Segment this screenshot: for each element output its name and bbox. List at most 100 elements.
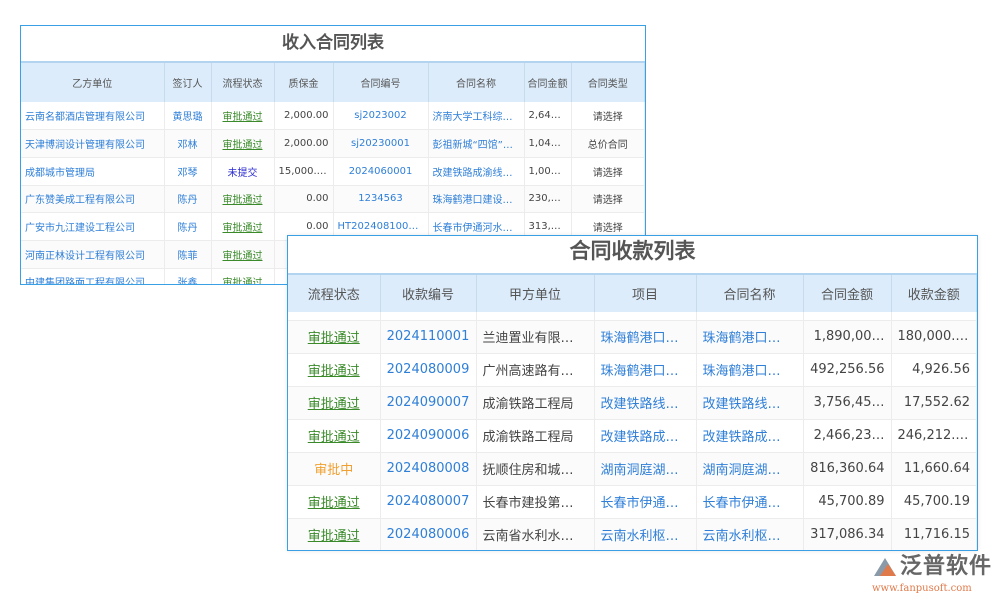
table-cell: 抚顺住房和城… bbox=[476, 452, 595, 486]
column-header[interactable]: 甲方单位 bbox=[476, 273, 595, 312]
cell-link[interactable]: 2024080006 bbox=[380, 518, 477, 550]
cell-link[interactable]: 2024090006 bbox=[380, 419, 477, 453]
cell-link[interactable]: 广东赞美成工程有限公司 bbox=[21, 185, 165, 214]
column-header[interactable]: 合同编号 bbox=[333, 61, 429, 102]
column-header[interactable]: 签订人 bbox=[164, 61, 212, 102]
cell-link[interactable]: 2024090007 bbox=[380, 386, 477, 420]
cell-link[interactable]: 2024080008 bbox=[380, 452, 477, 486]
column-header[interactable]: 项目 bbox=[594, 273, 697, 312]
cell-link[interactable]: 改建铁路成… bbox=[594, 419, 697, 453]
column-header[interactable]: 流程状态 bbox=[288, 273, 381, 312]
table-row[interactable]: 审批通过 2024110001 兰迪置业有限… 珠海鹤港口… 珠海鹤港口… 1,890,0… bbox=[288, 320, 977, 354]
table-cell: 成渝铁路工程局 bbox=[476, 386, 595, 420]
cell-link[interactable]: 广安市九江建设工程公司 bbox=[21, 212, 165, 241]
cell-link[interactable]: 改建铁路线… bbox=[696, 386, 804, 420]
table-cell: 审批通过 bbox=[211, 212, 275, 241]
cell-link[interactable]: 中建集团路面工程有限公司 bbox=[21, 268, 165, 284]
column-header[interactable]: 合同名称 bbox=[696, 273, 804, 312]
cell-link[interactable]: 长春市伊通… bbox=[594, 485, 697, 519]
table-cell: 2,000.00 bbox=[274, 129, 334, 158]
table-row[interactable]: 审批通过 2024090007 成渝铁路工程局 改建铁路线… 改建铁路线… 3,756,4… bbox=[288, 386, 977, 420]
cell-link[interactable]: 珠海鹤港口… bbox=[594, 353, 697, 387]
cell-link[interactable]: 2024110001 bbox=[380, 320, 477, 354]
table-cell: 成渝铁路工程局 bbox=[476, 419, 595, 453]
cell-link[interactable]: 改建铁路成… bbox=[696, 419, 804, 453]
logo-icon bbox=[874, 558, 896, 576]
table-cell: 长春市建投第… bbox=[476, 485, 595, 519]
table-cell: 请选择 bbox=[571, 185, 645, 214]
table-cell: 云南省水利水… bbox=[476, 518, 595, 550]
column-header[interactable]: 合同类型 bbox=[571, 61, 645, 102]
cell-link[interactable]: sj2023002 bbox=[333, 102, 429, 131]
cell-link[interactable]: 天津博润设计管理有限公司 bbox=[21, 129, 165, 158]
column-header[interactable]: 质保金 bbox=[274, 61, 334, 102]
column-header[interactable]: 收款编号 bbox=[380, 273, 477, 312]
table-row[interactable]: 审批通过 2024080007 长春市建投第… 长春市伊通… 长春市伊通… 45,700.… bbox=[288, 485, 977, 519]
table-cell: 180,000.00 bbox=[891, 320, 977, 354]
cell-link[interactable]: 珠海鹤港口… bbox=[696, 320, 804, 354]
table-cell: 审批通过 bbox=[211, 129, 275, 158]
cell-link[interactable]: 珠海鹤港口建设… bbox=[428, 185, 525, 214]
cell-link[interactable]: 彭祖新城“四馆”… bbox=[428, 129, 525, 158]
column-header[interactable]: 流程状态 bbox=[211, 61, 275, 102]
cell-link[interactable]: 改建铁路线… bbox=[594, 386, 697, 420]
table-row[interactable]: 云南名都酒店管理有限公司 黄思璐 审批通过 2,000.00 sj2023002 济南大学… bbox=[21, 102, 645, 131]
table-cell: 15,000.00 bbox=[274, 157, 334, 186]
table-row[interactable]: 审批通过 2024080006 云南省水利水… 云南水利枢… 云南水利枢… 317,086… bbox=[288, 518, 977, 550]
column-header[interactable]: 乙方单位 bbox=[21, 61, 165, 102]
table-row[interactable]: 审批通过 2024090006 成渝铁路工程局 改建铁路成… 改建铁路成… 2,466,2… bbox=[288, 419, 977, 453]
table-cell: 816,360.64 bbox=[803, 452, 892, 486]
table-cell: 审批通过 bbox=[211, 102, 275, 131]
table-cell: 1,00… bbox=[524, 157, 572, 186]
cell-link[interactable]: 陈丹 bbox=[164, 185, 212, 214]
cell-link[interactable]: 云南名都酒店管理有限公司 bbox=[21, 102, 165, 131]
cell-link[interactable]: 湖南洞庭湖… bbox=[594, 452, 697, 486]
cell-link[interactable]: 云南水利枢… bbox=[594, 518, 697, 550]
cell-link[interactable]: 云南水利枢… bbox=[696, 518, 804, 550]
cell-link[interactable]: 邓林 bbox=[164, 129, 212, 158]
cell-link[interactable]: 1234563 bbox=[333, 185, 429, 214]
table-cell: 审批通过 bbox=[288, 353, 381, 387]
table-row[interactable]: 天津博润设计管理有限公司 邓林 审批通过 2,000.00 sj20230001 彭祖新城… bbox=[21, 129, 645, 158]
cell-link[interactable]: 成都城市管理局 bbox=[21, 157, 165, 186]
cell-link[interactable]: 黄思璐 bbox=[164, 102, 212, 131]
table-row[interactable]: 广东赞美成工程有限公司 陈丹 审批通过 0.00 1234563 珠海鹤港口建设… 230,… bbox=[21, 185, 645, 214]
table-cell: 317,086.34 bbox=[803, 518, 892, 550]
table-cell: 492,256.56 bbox=[803, 353, 892, 387]
cell-link[interactable]: 湖南洞庭湖… bbox=[696, 452, 804, 486]
table-cell: 审批通过 bbox=[211, 185, 275, 214]
cell-link[interactable]: 陈丹 bbox=[164, 212, 212, 241]
table-row[interactable]: 审批中 2024080008 抚顺住房和城… 湖南洞庭湖… 湖南洞庭湖… 816,360.… bbox=[288, 452, 977, 486]
table-cell: 未提交 bbox=[211, 157, 275, 186]
table-cell: 审批通过 bbox=[211, 240, 275, 269]
table-cell: 审批中 bbox=[288, 452, 381, 486]
table-row[interactable]: 广安市九江建设工程公司 陈丹 审批通过 0.00 HT2024081000… 长春市伊通河… bbox=[21, 212, 645, 241]
column-header[interactable]: 合同金额 bbox=[803, 273, 892, 312]
table-cell: 45,700.19 bbox=[891, 485, 977, 519]
cell-link[interactable]: 张鑫 bbox=[164, 268, 212, 284]
cell-link[interactable]: 陈菲 bbox=[164, 240, 212, 269]
column-header[interactable]: 合同金额 bbox=[524, 61, 572, 102]
cell-link[interactable]: 2024060001 bbox=[333, 157, 429, 186]
table-row[interactable]: 审批通过 2024080009 广州高速路有… 珠海鹤港口… 珠海鹤港口… 492,256… bbox=[288, 353, 977, 387]
cell-link[interactable]: 2024080009 bbox=[380, 353, 477, 387]
cell-link[interactable]: 河南正林设计工程有限公司 bbox=[21, 240, 165, 269]
table-cell: 11,660.64 bbox=[891, 452, 977, 486]
blank-row bbox=[288, 312, 977, 321]
table-cell: 246,212.00 bbox=[891, 419, 977, 453]
cell-link[interactable]: 邓琴 bbox=[164, 157, 212, 186]
column-header[interactable]: 合同名称 bbox=[428, 61, 525, 102]
cell-link[interactable]: 珠海鹤港口… bbox=[594, 320, 697, 354]
table-cell: 审批通过 bbox=[288, 320, 381, 354]
table-cell: 45,700.89 bbox=[803, 485, 892, 519]
table-row[interactable]: 成都城市管理局 邓琴 未提交 15,000.00 2024060001 改建铁路成渝线… 1… bbox=[21, 157, 645, 186]
table-cell: 总价合同 bbox=[571, 129, 645, 158]
cell-link[interactable]: 长春市伊通… bbox=[696, 485, 804, 519]
cell-link[interactable]: 2024080007 bbox=[380, 485, 477, 519]
column-header[interactable]: 收款金额 bbox=[891, 273, 977, 312]
cell-link[interactable]: 济南大学工科综… bbox=[428, 102, 525, 131]
cell-link[interactable]: 珠海鹤港口… bbox=[696, 353, 804, 387]
cell-link[interactable]: sj20230001 bbox=[333, 129, 429, 158]
cell-link[interactable]: 改建铁路成渝线… bbox=[428, 157, 525, 186]
receipt-table: 流程状态 收款编号 甲方单位 项目 合同名称 合同金额 收款金额 审批通过 202411000… bbox=[288, 273, 977, 550]
